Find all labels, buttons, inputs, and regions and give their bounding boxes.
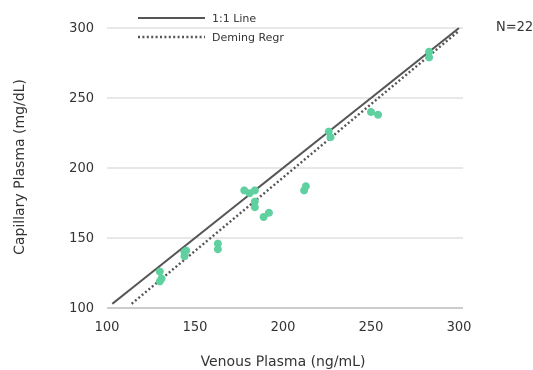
data-point [155, 267, 164, 276]
identity-line [111, 27, 460, 305]
grid-lines [107, 27, 463, 309]
data-point [264, 208, 273, 217]
y-tick-label: 150 [69, 231, 94, 246]
data-point [301, 182, 310, 191]
x-tick-label: 100 [95, 320, 120, 335]
legend-label: 1:1 Line [212, 12, 256, 25]
x-tick-label: 250 [359, 320, 384, 335]
y-tick-label: 300 [69, 21, 94, 36]
x-axis-title: Venous Plasma (ng/mL) [201, 354, 366, 370]
y-tick-label: 100 [69, 301, 94, 316]
fit-lines [111, 27, 460, 305]
data-point [180, 252, 189, 261]
x-tick-label: 300 [447, 320, 472, 335]
data-point [367, 108, 375, 116]
data-points [155, 47, 434, 286]
data-point [425, 47, 434, 56]
data-point [213, 239, 222, 248]
data-point [250, 186, 259, 195]
x-tick-labels: 100 150 200 250 300 [95, 320, 472, 335]
data-point [155, 277, 164, 286]
x-tick-label: 150 [183, 320, 208, 335]
y-tick-label: 250 [69, 91, 94, 106]
legend-label: Deming Regr [212, 31, 284, 44]
data-point [374, 110, 383, 119]
deming-regression-line [130, 29, 460, 305]
legend: 1:1 Line Deming Regr [138, 12, 284, 44]
y-tick-label: 200 [69, 161, 94, 176]
y-tick-labels: 100 150 200 250 300 [69, 21, 94, 316]
y-axis-title: Capillary Plasma (mg/dL) [12, 79, 28, 255]
x-tick-label: 200 [271, 320, 296, 335]
sample-size-label: N=22 [496, 20, 533, 35]
data-point [213, 245, 222, 254]
data-point [250, 203, 259, 212]
data-point [250, 197, 259, 206]
data-point [326, 133, 335, 142]
data-point [425, 53, 434, 62]
